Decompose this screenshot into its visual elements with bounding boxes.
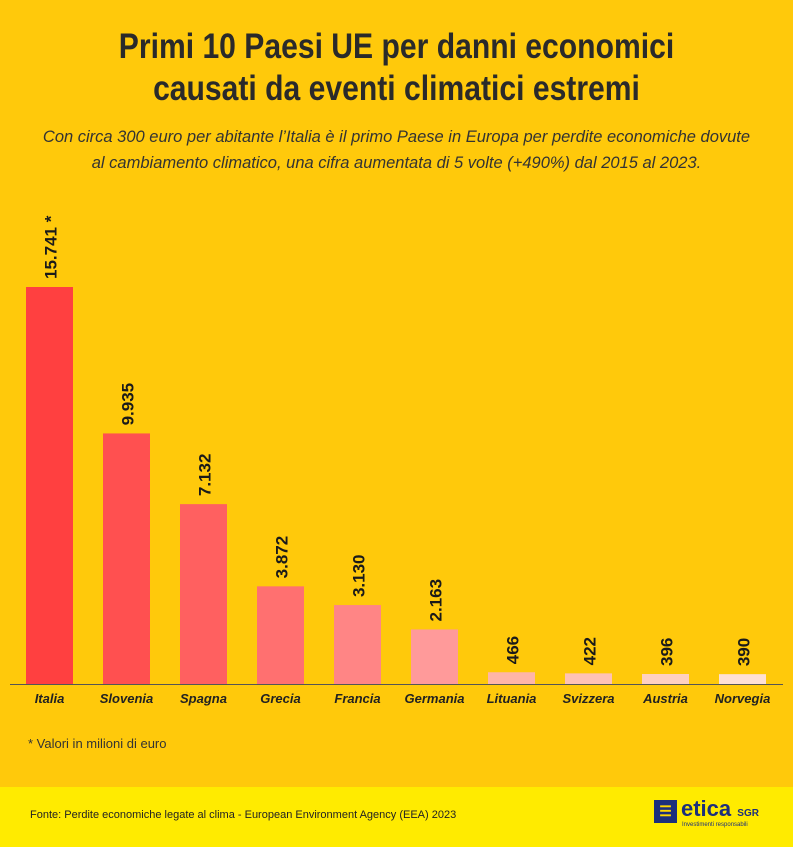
bar-francia [334, 605, 381, 684]
unit-note: * Valori in milioni di euro [28, 736, 167, 751]
data-label: 3.130 [350, 555, 369, 598]
category-label: Slovenia [100, 691, 153, 706]
data-label: 466 [504, 636, 523, 664]
bar-svizzera [565, 673, 612, 684]
data-label: 7.132 [196, 454, 215, 497]
category-label: Francia [334, 691, 380, 706]
bar-norvegia [719, 674, 766, 684]
data-label: 2.163 [427, 579, 446, 622]
chart-title: Primi 10 Paesi UE per danni economici ca… [118, 27, 675, 108]
bar-lituania [488, 672, 535, 684]
source-text: Fonte: Perdite economiche legate al clim… [30, 809, 457, 821]
bar-germania [411, 629, 458, 684]
bar-grecia [257, 586, 304, 684]
chart-subtitle: Con circa 300 euro per abitante l’Italia… [42, 128, 751, 172]
data-label: 15.741 * [42, 215, 61, 279]
etica-logo: ☰ etica SGR Investimenti responsabili [654, 798, 759, 828]
bar-chart: 15.741 * Italia 9.935 Slovenia 7.132 Spagna 3.… [10, 215, 783, 706]
category-label: Svizzera [562, 691, 614, 706]
category-label: Austria [642, 691, 688, 706]
category-label: Italia [35, 691, 65, 706]
bar-austria [642, 674, 689, 684]
category-label: Spagna [180, 691, 227, 706]
data-label: 3.872 [273, 536, 292, 579]
footer: Fonte: Perdite economiche legate al clim… [0, 787, 793, 847]
logo-mark-icon: ☰ [654, 800, 677, 823]
category-label: Grecia [260, 691, 300, 706]
bar-spagna [180, 504, 227, 684]
data-label: 422 [581, 637, 600, 665]
category-label: Lituania [487, 691, 537, 706]
category-label: Germania [405, 691, 465, 706]
bar-italia [26, 287, 73, 684]
data-label: 9.935 [119, 383, 138, 426]
category-label: Norvegia [715, 691, 771, 706]
data-label: 390 [735, 638, 754, 666]
data-label: 396 [658, 638, 677, 666]
bar-slovenia [103, 433, 150, 684]
